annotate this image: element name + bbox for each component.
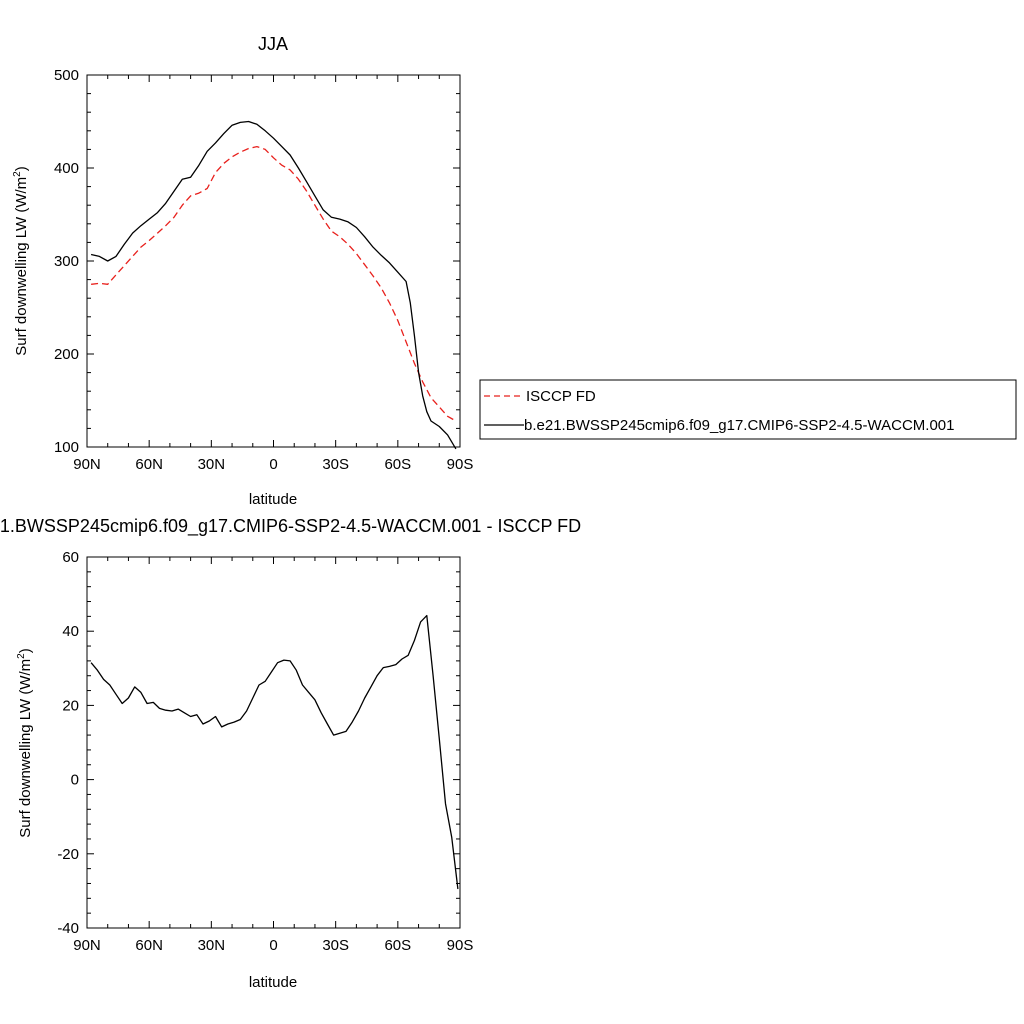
bottom-chart-xtick-label: 60N (135, 937, 163, 954)
top-chart-x-axis-label: latitude (249, 491, 297, 508)
bottom-chart-series-line-0 (90, 614, 459, 890)
top-chart-ticks (86, 74, 461, 448)
legend: ISCCP FD b.e21.BWSSP245cmip6.f09_g17.CMI… (479, 379, 1017, 440)
top-chart-xtick-label: 60S (384, 456, 411, 473)
bottom-chart-frame (86, 556, 461, 929)
top-chart-ytick-label: 400 (54, 160, 79, 177)
top-chart-series (90, 120, 457, 450)
top-chart-xtick-label: 90S (447, 456, 474, 473)
top-chart-title: JJA (258, 34, 288, 54)
legend-entry-isccp: ISCCP FD (526, 388, 596, 405)
bottom-chart-ytick-label: 60 (62, 549, 79, 566)
bottom-chart-ytick-label: 20 (62, 697, 79, 714)
top-chart-xtick-label: 30N (198, 456, 226, 473)
top-chart-ytick-label: 300 (54, 253, 79, 270)
legend-entry-model: b.e21.BWSSP245cmip6.f09_g17.CMIP6-SSP2-4… (524, 417, 954, 434)
bottom-chart-ytick-label: -20 (57, 846, 79, 863)
top-chart-y-axis-label: Surf downwelling LW (W/m2) (12, 166, 30, 356)
bottom-chart-title: b.e21.BWSSP245cmip6.f09_g17.CMIP6-SSP2-4… (0, 516, 581, 537)
top-chart-xtick-label: 60N (135, 456, 163, 473)
top-chart-frame (86, 74, 461, 448)
top-chart-xtick-label: 30S (322, 456, 349, 473)
top-chart: JJA 90N 60N 30N 0 30S 60S 90S 100 200 300 400 500 l… (12, 34, 473, 508)
legend-box (479, 379, 1017, 440)
top-chart-xtick-label: 90N (73, 456, 101, 473)
bottom-chart-series (90, 614, 459, 890)
bottom-chart-xtick-label: 90N (73, 937, 101, 954)
bottom-chart-y-axis-label: Surf downwelling LW (W/m2) (16, 648, 34, 838)
top-chart-ytick-label: 500 (54, 67, 79, 84)
bottom-chart-xtick-label: 30N (198, 937, 226, 954)
top-chart-ytick-label: 200 (54, 346, 79, 363)
top-chart-ytick-label: 100 (54, 439, 79, 456)
bottom-chart-x-axis-label: latitude (249, 974, 297, 991)
top-chart-xtick-label: 0 (269, 456, 277, 473)
bottom-chart-xtick-label: 90S (447, 937, 474, 954)
bottom-chart-ytick-label: 0 (71, 772, 79, 789)
bottom-chart-ytick-label: 40 (62, 623, 79, 640)
bottom-chart: b.e21.BWSSP245cmip6.f09_g17.CMIP6-SSP2-4… (0, 516, 581, 991)
top-chart-series-line-0 (91, 145, 457, 422)
bottom-chart-ticks (86, 556, 461, 929)
bottom-chart-ytick-label: -40 (57, 920, 79, 937)
bottom-chart-tick-labels: 90N 60N 30N 0 30S 60S 90S -40 -20 0 20 40 60 (57, 549, 473, 954)
bottom-chart-xtick-label: 60S (384, 937, 411, 954)
bottom-chart-xtick-label: 30S (322, 937, 349, 954)
top-chart-series-line-1 (90, 120, 457, 450)
top-chart-tick-labels: 90N 60N 30N 0 30S 60S 90S 100 200 300 400 500 (54, 67, 473, 473)
bottom-chart-xtick-label: 0 (269, 937, 277, 954)
